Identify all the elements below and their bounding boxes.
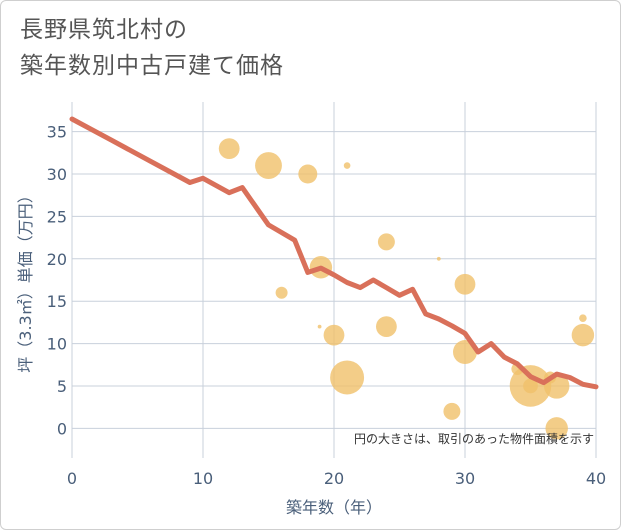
data-bubble xyxy=(298,164,318,184)
data-bubble xyxy=(323,324,345,346)
chart-title-line-1: 長野県筑北村の xyxy=(20,17,188,43)
y-tick-label: 10 xyxy=(47,335,67,354)
data-bubble xyxy=(218,138,240,160)
x-tick-label: 20 xyxy=(324,469,344,488)
y-tick-label: 25 xyxy=(47,207,67,226)
y-axis-label: 坪（3.3㎡）単価（万円） xyxy=(16,187,35,372)
y-tick-label: 20 xyxy=(47,250,67,269)
data-bubble xyxy=(377,233,395,251)
x-tick-label: 10 xyxy=(193,469,213,488)
data-bubble xyxy=(571,323,595,347)
grid-lines xyxy=(71,102,597,458)
y-tick-label: 35 xyxy=(47,123,67,142)
axis-ticks: 0 10 20 30 40 0 5 10 15 20 25 30 35 xyxy=(47,123,607,488)
y-tick-label: 30 xyxy=(47,165,67,184)
data-bubble xyxy=(436,256,441,261)
data-bubble xyxy=(330,360,365,395)
data-bubble xyxy=(579,314,587,322)
data-bubble xyxy=(255,152,282,179)
y-tick-label: 0 xyxy=(57,419,67,438)
chart-title: 長野県筑北村の 築年数別中古戸建て価格 xyxy=(20,12,284,84)
x-tick-label: 40 xyxy=(586,469,606,488)
trend-line xyxy=(69,116,599,390)
y-tick-label: 5 xyxy=(57,377,67,396)
data-bubble xyxy=(523,378,538,394)
data-bubble xyxy=(443,402,461,420)
data-bubble xyxy=(343,162,351,169)
data-bubble xyxy=(454,273,476,295)
chart-title-line-2: 築年数別中古戸建て価格 xyxy=(20,53,284,79)
x-axis-label: 築年数（年） xyxy=(286,498,382,517)
data-bubble xyxy=(376,316,397,338)
x-tick-label: 0 xyxy=(67,469,77,488)
bubble-size-note: 円の大きさは、取引のあった物件面積を示す xyxy=(354,431,594,446)
y-tick-label: 15 xyxy=(47,292,67,311)
data-bubble xyxy=(317,324,322,329)
data-bubble xyxy=(275,286,288,299)
data-bubble xyxy=(545,417,568,440)
x-tick-label: 30 xyxy=(455,469,475,488)
